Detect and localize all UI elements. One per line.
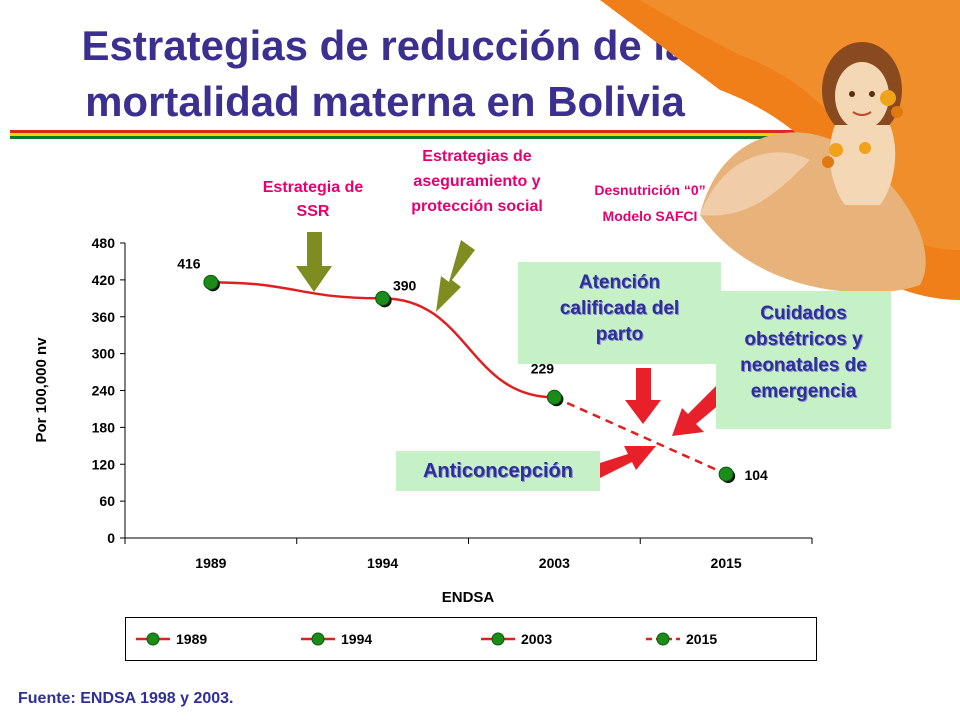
data-point (203, 274, 219, 290)
callout-anticoncepcion: Anticoncepción (396, 451, 600, 491)
red-arrow-right-icon (600, 446, 656, 478)
data-labels: 416 390 229 104 (177, 255, 768, 483)
callout-cuidados-line-1: Cuidados (760, 303, 847, 324)
series-line-projected (553, 396, 727, 476)
data-label: 416 (177, 255, 201, 271)
y-tick-label: 360 (92, 309, 116, 325)
title-line-2: mortalidad materna en Bolivia (85, 78, 685, 125)
callout-cuidados-line-4: emergencia (750, 381, 857, 402)
legend-label: 2015 (686, 631, 717, 647)
annotation-aseguramiento-line-1: Estrategias de (422, 148, 531, 165)
y-axis-label: Por 100,000 nv (33, 337, 50, 443)
legend-label: 1994 (341, 631, 372, 647)
y-tick-label: 60 (99, 493, 115, 509)
y-tick-label: 0 (107, 530, 115, 546)
annotation-aseguramiento-line-2: aseguramiento y (413, 173, 540, 190)
flag-divider (10, 130, 930, 139)
red-arrow-diagonal-icon (672, 386, 727, 436)
annotation-desnutricion: Desnutrición “0” Modelo SAFCI (594, 182, 705, 224)
legend-marker (491, 632, 505, 646)
olive-arrow-diagonal-icon (436, 240, 475, 312)
callout-cuidados-line-2: obstétricos y (744, 329, 863, 350)
x-tick-label: 2015 (711, 555, 742, 571)
callout-atencion-line-1: Atención (578, 272, 661, 293)
y-axis-ticks: 0 60 120 180 240 300 360 420 480 (92, 235, 125, 546)
callout-cuidados-obstetricos: Cuidados obstétricos y neonatales de eme… (716, 291, 891, 429)
chart-legend: 1989 1994 2003 2015 (125, 617, 817, 661)
y-tick-label: 300 (92, 346, 116, 362)
data-label: 390 (393, 277, 417, 293)
callout-anticoncepcion-label: Anticoncepción (422, 460, 573, 482)
source-note: Fuente: ENDSA 1998 y 2003. (18, 690, 234, 707)
series-points (203, 274, 736, 484)
callout-atencion-calificada: Atención calificada del parto (518, 262, 721, 364)
annotation-ssr-line-2: SSR (297, 203, 330, 220)
red-arrow-down-icon (625, 368, 661, 424)
legend-entries: 1989 1994 2003 2015 (136, 631, 717, 647)
y-tick-label: 120 (92, 456, 116, 472)
callout-atencion-line-3: parto (595, 324, 644, 345)
y-tick-label: 180 (92, 419, 116, 435)
olive-arrow-down-icon (296, 232, 332, 292)
legend-label: 1989 (176, 631, 207, 647)
legend-marker (656, 632, 670, 646)
callout-cuidados-line-3: neonatales de (740, 355, 867, 376)
x-tick-label: 1994 (367, 555, 398, 571)
y-tick-label: 420 (92, 272, 116, 288)
annotation-desnutricion-line-1: Desnutrición “0” (594, 182, 705, 198)
data-point (546, 389, 562, 405)
data-point (375, 290, 391, 306)
slide-title: Estrategias de reducción de la mortalida… (40, 18, 730, 130)
x-axis-ticks: 1989 1994 2003 2015 (124, 538, 813, 571)
y-tick-label: 480 (92, 235, 116, 251)
legend-marker (311, 632, 325, 646)
x-axis-label: ENDSA (442, 589, 495, 606)
data-label: 104 (744, 467, 768, 483)
annotation-ssr: Estrategia de SSR (263, 179, 364, 220)
y-tick-label: 240 (92, 383, 116, 399)
callout-atencion-line-2: calificada del (559, 298, 680, 319)
legend-marker (146, 632, 160, 646)
annotation-desnutricion-line-2: Modelo SAFCI (603, 208, 698, 224)
data-label: 229 (531, 360, 555, 376)
annotation-ssr-line-1: Estrategia de (263, 179, 364, 196)
legend-label: 2003 (521, 631, 552, 647)
mother-illustration-icon (600, 0, 960, 300)
title-line-1: Estrategias de reducción de la (81, 22, 689, 69)
x-tick-label: 1989 (195, 555, 226, 571)
annotation-aseguramiento: Estrategias de aseguramiento y protecció… (411, 148, 543, 215)
data-point (718, 466, 734, 482)
annotation-aseguramiento-line-3: protección social (411, 198, 543, 215)
x-tick-label: 2003 (539, 555, 570, 571)
